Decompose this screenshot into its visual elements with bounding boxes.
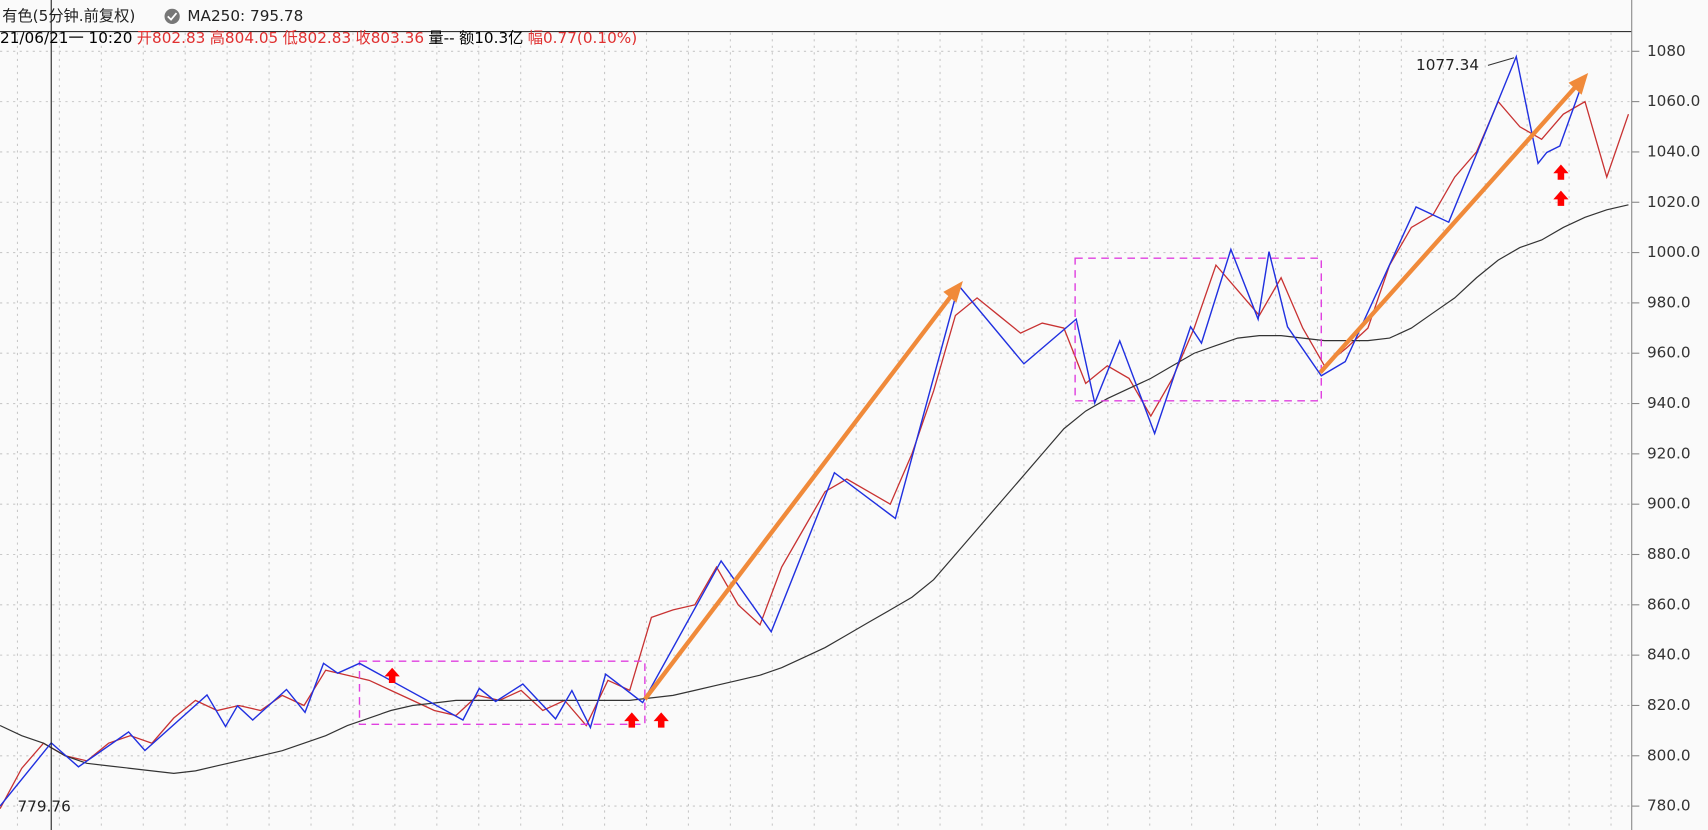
- y-tick-label: 980.0: [1647, 293, 1691, 311]
- y-tick-label: 780.0: [1647, 797, 1691, 815]
- y-tick-label: 860.0: [1647, 595, 1691, 613]
- ma-line: [0, 204, 1629, 774]
- annotation: 779.76: [17, 798, 70, 816]
- y-tick-label: 1040.0: [1647, 142, 1700, 160]
- y-tick-label: 1020.0: [1647, 193, 1700, 211]
- up-arrow: [624, 712, 640, 728]
- quote-item: 21/06/21一 10:20: [0, 29, 132, 47]
- y-tick-label: 1080: [1647, 42, 1686, 60]
- trend-arrow: [1318, 83, 1579, 374]
- trend-arrow: [643, 290, 956, 701]
- y-tick-label: 1060.0: [1647, 92, 1700, 110]
- up-arrow: [1553, 190, 1569, 206]
- indicator-icon: [164, 8, 180, 24]
- quote-item: 高804.05: [210, 29, 279, 47]
- quote-item: 低802.83: [283, 29, 352, 47]
- y-tick-label: 960.0: [1647, 344, 1691, 362]
- y-tick-label: 880.0: [1647, 545, 1691, 563]
- y-tick-label: 820.0: [1647, 696, 1691, 714]
- y-tick-label: 920.0: [1647, 444, 1691, 462]
- plot-layer: [0, 50, 1632, 809]
- y-tick-label: 940.0: [1647, 394, 1691, 412]
- annotation-leader: [1487, 57, 1515, 66]
- annotation: 1077.34: [1416, 56, 1479, 74]
- y-tick-label: 840.0: [1647, 646, 1691, 664]
- zigzag: [0, 54, 1586, 807]
- quote-item: 量--: [428, 29, 454, 47]
- quote-item: 开802.83: [137, 29, 206, 47]
- quote-item: 额10.3亿: [459, 29, 523, 47]
- range-box: [358, 660, 646, 726]
- up-arrow: [1553, 164, 1569, 180]
- chart-title: 有色(5分钟.前复权): [2, 7, 135, 25]
- indicator-check: [167, 12, 178, 21]
- range-box: [1074, 257, 1322, 402]
- quote-item: 幅0.77(0.10%): [528, 29, 637, 47]
- y-tick-label: 1000.0: [1647, 243, 1700, 261]
- arrow-head: [943, 281, 963, 303]
- quote-line: 21/06/21一 10:20 开802.83 高804.05 低802.83 收803…: [0, 29, 637, 47]
- buy-signals: [384, 164, 1569, 728]
- vertical-grid: [16, 32, 1612, 830]
- y-tick-label: 900.0: [1647, 495, 1691, 513]
- y-tick-label: 800.0: [1647, 746, 1691, 764]
- arrow-head: [1568, 72, 1589, 95]
- up-arrow: [384, 667, 400, 683]
- overlays: [0, 54, 1589, 807]
- up-arrow: [653, 712, 669, 728]
- quote-item: 收803.36: [356, 29, 425, 47]
- ma-label: MA250: 795.78: [187, 7, 303, 25]
